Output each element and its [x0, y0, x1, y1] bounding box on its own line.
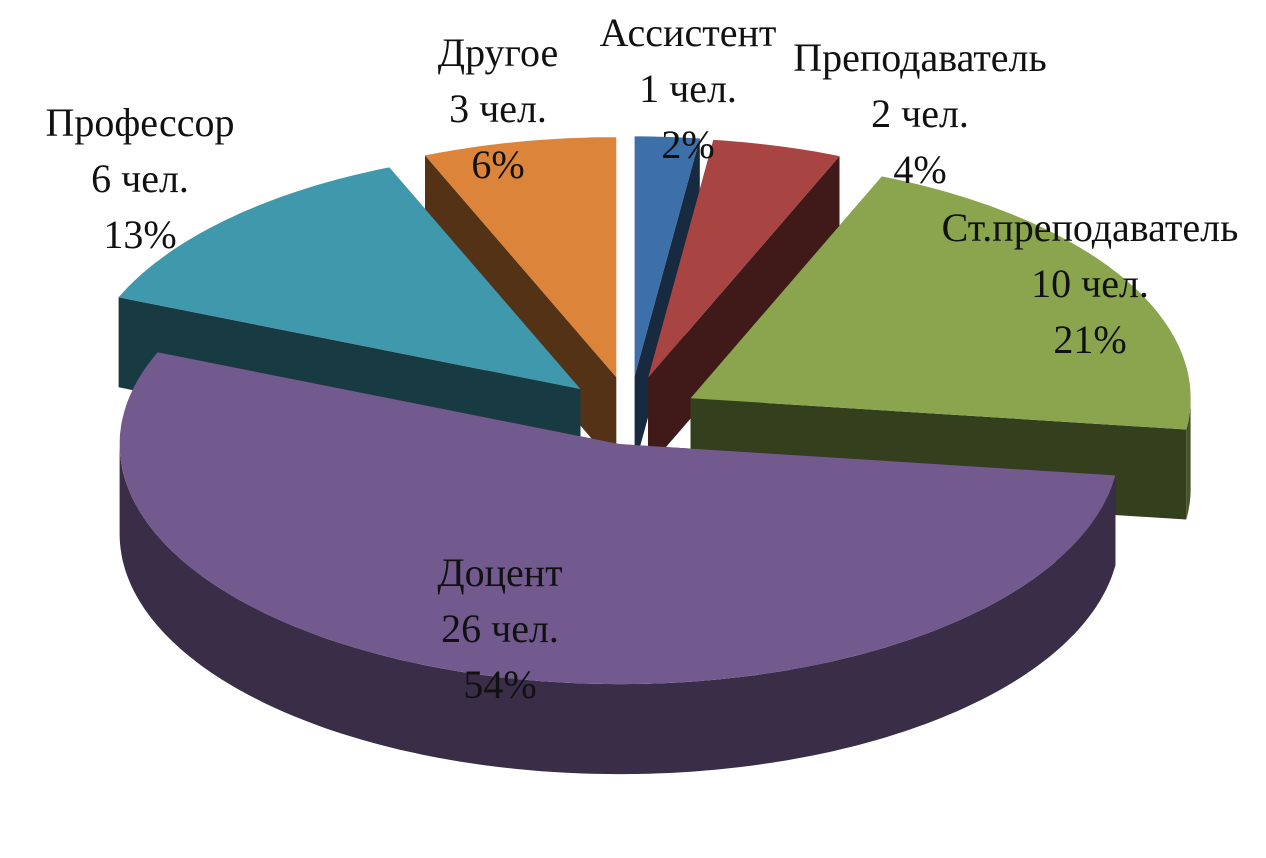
value-label: 26 чел. [441, 606, 559, 651]
slice [690, 176, 1191, 430]
category-label: Другое [437, 30, 559, 75]
value-label: 2 чел. [871, 91, 969, 136]
value-label: 1 чел. [639, 66, 737, 111]
category-label: Ассистент [599, 10, 777, 55]
value-label: 3 чел. [449, 86, 547, 131]
data-label: Ст.преподаватель 10 чел. 21% [925, 200, 1255, 368]
slice [648, 139, 840, 378]
value-label: 6 чел. [91, 156, 189, 201]
category-label: Преподаватель [793, 35, 1047, 80]
data-label: Преподаватель 2 чел. 4% [793, 30, 1047, 198]
category-label: Ст.преподаватель [941, 205, 1239, 250]
category-label: Доцент [437, 550, 563, 595]
value-label: 4% [893, 147, 947, 192]
value-label: 13% [103, 212, 177, 257]
data-label: Профессор 6 чел. 13% [45, 95, 234, 263]
data-label: Доцент 26 чел. 54% [437, 545, 562, 713]
slice-side [648, 156, 840, 468]
data-label: Ассистент 1 чел. 2% [600, 5, 777, 173]
slice [425, 137, 617, 378]
slice [119, 352, 1116, 685]
slice-wall [1186, 398, 1191, 520]
slice [118, 167, 581, 390]
value-label: 2% [661, 122, 715, 167]
category-label: Профессор [45, 100, 235, 145]
value-label: 21% [1053, 317, 1127, 362]
slice [634, 136, 700, 377]
value-label: 54% [463, 662, 537, 707]
data-label: Другое 3 чел. 6% [438, 25, 558, 193]
slice-wall [119, 444, 1116, 775]
value-label: 6% [471, 142, 525, 187]
value-label: 10 чел. [1031, 261, 1149, 306]
